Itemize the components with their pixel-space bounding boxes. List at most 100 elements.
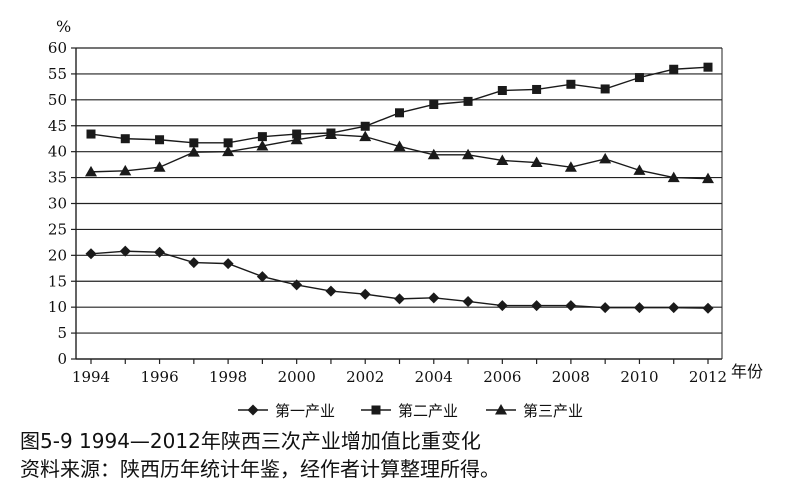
x-tick-labels: 1994 1996 1998 2000 2002 2004 2006 2008 2010 2012 [72, 368, 727, 386]
legend-label: 第一产业 [275, 402, 335, 420]
legend-marker [247, 404, 259, 416]
y-tick-label: 25 [48, 220, 67, 238]
y-tick-label: 60 [48, 39, 67, 57]
data-point [497, 86, 507, 96]
y-tick-label: 50 [48, 91, 67, 109]
data-point [256, 271, 268, 283]
data-point [429, 99, 439, 109]
legend-label: 第二产业 [398, 402, 458, 420]
data-point [633, 164, 646, 175]
data-point [85, 248, 97, 260]
y-tick-label: 40 [48, 143, 67, 161]
data-point [496, 300, 508, 312]
data-point [324, 128, 337, 140]
x-tick-label: 2010 [620, 368, 658, 386]
legend-item: 第三产业 [486, 402, 583, 420]
series-2 [86, 62, 713, 148]
data-point [531, 300, 543, 312]
series-3 [85, 128, 714, 184]
legend-marker [371, 405, 381, 415]
data-point [189, 138, 199, 148]
data-point [119, 245, 131, 257]
data-point [153, 161, 166, 172]
series-group [85, 62, 714, 314]
figure-caption: 图5-9 1994—2012年陕西三次产业增加值比重变化 [20, 429, 481, 453]
data-point [223, 138, 233, 148]
y-tick-label: 15 [48, 272, 67, 290]
data-point [702, 172, 714, 184]
gridlines [76, 47, 722, 334]
data-point [222, 258, 234, 270]
legend-item: 第二产业 [361, 402, 458, 420]
legend-marker [495, 404, 507, 415]
series-line [90, 66, 709, 144]
series-1 [85, 245, 714, 314]
legend-item: 第一产业 [238, 402, 335, 420]
y-tick-label: 30 [48, 195, 67, 213]
data-point [360, 121, 370, 131]
x-tick-label: 1998 [209, 368, 247, 386]
data-point [565, 300, 577, 312]
data-point [119, 164, 132, 176]
x-tick-label: 2004 [415, 368, 453, 386]
data-point [290, 133, 303, 145]
data-point [291, 279, 303, 291]
data-point [222, 145, 235, 157]
data-point [462, 295, 474, 307]
data-point [463, 96, 473, 106]
y-tick-label: 35 [48, 169, 67, 187]
data-point [394, 293, 405, 305]
axes [71, 47, 723, 364]
x-tick-label: 2002 [346, 368, 384, 386]
data-point [85, 165, 97, 177]
data-point [256, 139, 269, 151]
data-point [496, 154, 509, 165]
source-note: 资料来源：陕西历年统计年鉴，经作者计算整理所得。 [20, 457, 500, 481]
data-point [154, 246, 166, 258]
y-tick-label: 5 [57, 324, 67, 342]
data-point [599, 302, 611, 314]
x-tick-label: 2006 [483, 368, 521, 386]
data-point [530, 156, 543, 168]
data-point [395, 108, 404, 118]
x-tick-label: 2000 [278, 368, 316, 386]
data-point [633, 302, 645, 314]
line-chart: 0 5 10 15 20 25 30 35 40 45 50 55 60 1994 1996 1998 200… [48, 17, 763, 420]
data-point [188, 257, 200, 269]
data-point [668, 302, 680, 314]
data-point [86, 129, 96, 139]
data-point [634, 73, 644, 83]
x-tick-label: 2012 [689, 368, 727, 386]
legend-label: 第三产业 [523, 402, 583, 420]
data-point [393, 140, 406, 151]
y-tick-label: 20 [48, 246, 67, 264]
y-axis-label: % [56, 17, 71, 36]
x-tick-label: 1996 [140, 368, 178, 386]
data-point [703, 62, 713, 72]
data-point [155, 135, 165, 145]
data-point [462, 148, 475, 160]
y-tick-label: 55 [48, 65, 67, 83]
data-point [427, 148, 440, 160]
data-point [428, 292, 440, 304]
y-tick-label: 0 [57, 350, 67, 368]
data-point [120, 134, 130, 144]
data-point [257, 132, 267, 142]
data-point [702, 302, 714, 314]
x-axis-label: 年份 [731, 362, 763, 381]
data-point [566, 79, 576, 89]
data-point [564, 161, 577, 172]
data-point [187, 146, 200, 157]
data-point [359, 288, 371, 300]
data-point [325, 285, 337, 297]
y-tick-label: 10 [48, 298, 67, 316]
y-tick-labels: 0 5 10 15 20 25 30 35 40 45 50 55 60 [48, 39, 67, 368]
x-tick-label: 2008 [552, 368, 590, 386]
data-point [599, 152, 612, 164]
data-point [600, 84, 610, 94]
data-point [669, 64, 679, 74]
y-tick-label: 45 [48, 117, 67, 135]
legend: 第一产业 第二产业 第三产业 [238, 402, 583, 420]
data-point [359, 130, 372, 142]
x-tick-label: 1994 [72, 368, 110, 386]
